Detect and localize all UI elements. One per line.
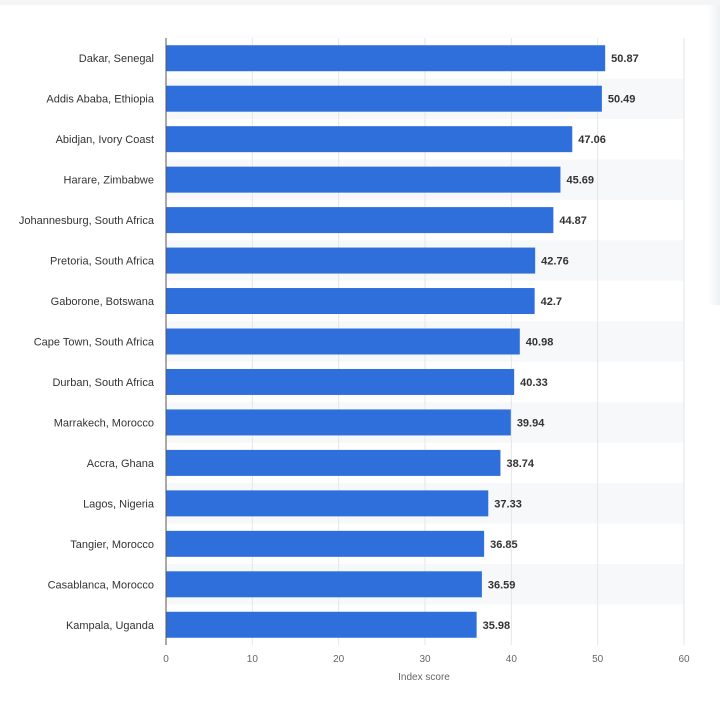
value-label: 44.87 [559,215,587,227]
category-label: Gaborone, Botswana [51,296,155,308]
category-label: Casablanca, Morocco [48,579,154,591]
value-label: 39.94 [517,417,545,429]
category-label: Tangier, Morocco [70,539,154,551]
top-edge [0,0,720,5]
category-label: Addis Ababa, Ethiopia [46,94,155,106]
value-label: 50.49 [608,94,636,106]
bar [166,328,520,355]
value-label: 47.06 [578,134,606,146]
x-tick-label: 20 [333,654,345,665]
x-axis-title: Index score [398,672,450,683]
bar [166,247,536,274]
bar [166,207,554,234]
x-tick-label: 10 [247,654,259,665]
category-label: Pretoria, South Africa [50,256,155,268]
value-label: 45.69 [566,175,594,187]
value-label: 42.7 [541,296,562,308]
value-label: 36.59 [488,579,516,591]
x-tick-label: 30 [419,654,431,665]
category-label: Kampala, Uganda [66,620,155,632]
bar [166,45,606,72]
category-label: Dakar, Senegal [79,53,154,65]
category-label: Marrakech, Morocco [54,417,154,429]
category-labels: Dakar, Senegal Addis Ababa, Ethiopia Abidj… [19,53,155,632]
x-tick-label: 0 [163,654,169,665]
bar [166,571,482,598]
value-label: 36.85 [490,539,518,551]
bar [166,449,501,476]
value-label: 37.33 [494,498,522,510]
bar [166,85,602,112]
right-edge [708,5,720,305]
category-label: Accra, Ghana [87,458,155,470]
x-tick-label: 60 [678,654,690,665]
value-label: 42.76 [541,256,569,268]
x-tick-labels: 0 10 20 30 40 50 60 [163,654,690,665]
value-label: 38.74 [506,458,534,470]
bar [166,288,535,315]
x-tick-label: 40 [506,654,518,665]
category-label: Harare, Zimbabwe [64,175,154,187]
x-tick-label: 50 [592,654,604,665]
bar [166,368,515,395]
bar [166,166,561,193]
value-labels: 50.87 50.49 47.06 45.69 44.87 42.76 42.7 40.98 4… [483,53,639,632]
value-label: 50.87 [611,53,639,65]
category-label: Johannesburg, South Africa [19,215,155,227]
value-label: 35.98 [483,620,511,632]
value-label: 40.33 [520,377,548,389]
category-label: Cape Town, South Africa [34,337,155,349]
bar [166,126,573,153]
bar [166,409,511,436]
bars [166,45,606,638]
bar [166,490,489,517]
value-label: 40.98 [526,337,554,349]
category-label: Lagos, Nigeria [83,498,155,510]
bar [166,611,477,638]
category-label: Abidjan, Ivory Coast [56,134,154,146]
bar [166,530,485,557]
category-label: Durban, South Africa [52,377,154,389]
